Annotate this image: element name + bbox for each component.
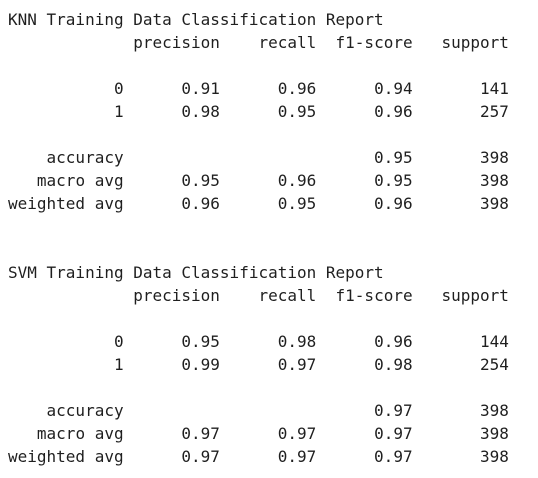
- table-row: weighted avg 0.96 0.95 0.96 398: [8, 192, 538, 215]
- column-header: f1-score: [335, 33, 413, 52]
- avg-label: macro avg: [36, 171, 124, 190]
- blank-line: [8, 238, 538, 261]
- recall-value: 0.96: [277, 171, 317, 190]
- precision-value: 0.95: [181, 332, 220, 351]
- blank-line: [8, 54, 538, 77]
- recall-value: 0.97: [277, 355, 317, 374]
- precision-value: 0.98: [181, 102, 220, 121]
- support-value: 398: [480, 401, 509, 420]
- support-value: 398: [480, 148, 509, 167]
- precision-value: 0.91: [181, 79, 220, 98]
- f1-value: 0.95: [374, 171, 413, 190]
- f1-value: 0.96: [374, 102, 413, 121]
- table-row: macro avg 0.95 0.96 0.95 398: [8, 169, 538, 192]
- class-label: 1: [113, 102, 124, 121]
- support-value: 144: [480, 332, 509, 351]
- support-value: 398: [480, 171, 509, 190]
- title-line: KNN Training Data Classification Report: [8, 8, 538, 31]
- table-row: 0 0.95 0.98 0.96 144: [8, 330, 538, 353]
- support-value: 141: [480, 79, 509, 98]
- column-header: precision: [133, 286, 220, 305]
- recall-value: 0.95: [277, 194, 317, 213]
- class-label: 1: [113, 355, 124, 374]
- accuracy-value: 0.95: [374, 148, 413, 167]
- blank-line: [8, 215, 538, 238]
- report-title: KNN Training Data Classification Report: [8, 10, 384, 29]
- recall-value: 0.98: [277, 332, 317, 351]
- column-header: precision: [133, 33, 220, 52]
- support-value: 398: [480, 447, 509, 466]
- table-row: macro avg 0.97 0.97 0.97 398: [8, 422, 538, 445]
- blank-line: [8, 307, 538, 330]
- class-label: 0: [113, 332, 124, 351]
- recall-value: 0.95: [277, 102, 317, 121]
- table-row: weighted avg 0.97 0.97 0.97 398: [8, 445, 538, 468]
- support-value: 398: [480, 194, 509, 213]
- precision-value: 0.96: [181, 194, 220, 213]
- class-label: 0: [113, 79, 124, 98]
- column-header: f1-score: [335, 286, 413, 305]
- avg-label: macro avg: [36, 424, 124, 443]
- table-row: 1 0.98 0.95 0.96 257: [8, 100, 538, 123]
- table-row: 0 0.91 0.96 0.94 141: [8, 77, 538, 100]
- f1-value: 0.97: [374, 447, 413, 466]
- blank-line: [8, 376, 538, 399]
- report-title: SVM Training Data Classification Report: [8, 263, 384, 282]
- avg-label: weighted avg: [8, 447, 124, 466]
- table-row: accuracy 0.95 398: [8, 146, 538, 169]
- f1-value: 0.94: [374, 79, 413, 98]
- support-value: 257: [480, 102, 509, 121]
- support-value: 398: [480, 424, 509, 443]
- recall-value: 0.97: [277, 447, 317, 466]
- column-header: support: [441, 33, 509, 52]
- notebook-output: KNN Training Data Classification Report …: [8, 8, 538, 468]
- precision-value: 0.97: [181, 447, 220, 466]
- recall-value: 0.96: [277, 79, 317, 98]
- f1-value: 0.97: [374, 424, 413, 443]
- accuracy-label: accuracy: [46, 148, 124, 167]
- header-line: precision recall f1-score support: [8, 31, 538, 54]
- table-row: 1 0.99 0.97 0.98 254: [8, 353, 538, 376]
- title-line: SVM Training Data Classification Report: [8, 261, 538, 284]
- recall-value: 0.97: [277, 424, 317, 443]
- column-header: support: [441, 286, 509, 305]
- f1-value: 0.96: [374, 332, 413, 351]
- accuracy-value: 0.97: [374, 401, 413, 420]
- avg-label: weighted avg: [8, 194, 124, 213]
- table-row: accuracy 0.97 398: [8, 399, 538, 422]
- precision-value: 0.95: [181, 171, 220, 190]
- f1-value: 0.98: [374, 355, 413, 374]
- f1-value: 0.96: [374, 194, 413, 213]
- blank-line: [8, 123, 538, 146]
- precision-value: 0.97: [181, 424, 220, 443]
- column-header: recall: [258, 286, 317, 305]
- precision-value: 0.99: [181, 355, 220, 374]
- column-header: recall: [258, 33, 317, 52]
- header-line: precision recall f1-score support: [8, 284, 538, 307]
- accuracy-label: accuracy: [46, 401, 124, 420]
- support-value: 254: [480, 355, 509, 374]
